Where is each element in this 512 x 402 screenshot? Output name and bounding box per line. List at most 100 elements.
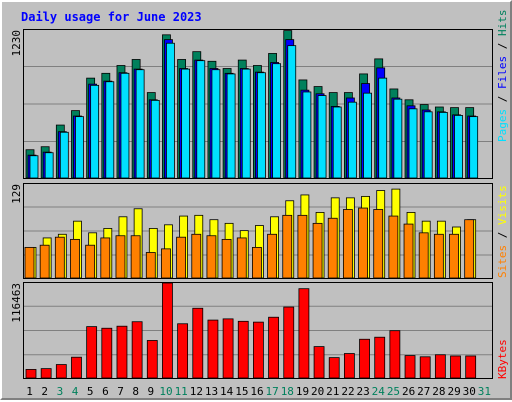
- x-tick-label: 5: [87, 385, 94, 398]
- y-max-label-kbytes: 116463: [10, 283, 23, 323]
- x-tick-label: 4: [72, 385, 79, 398]
- bar-sites-day-2: [39, 244, 50, 279]
- bar-pages-day-29: [454, 115, 463, 179]
- bar-kbytes-day-29: [450, 355, 461, 379]
- bar-kbytes-day-12: [192, 307, 204, 379]
- bar-kbytes-day-9: [146, 340, 158, 379]
- bar-kbytes-day-3: [55, 364, 67, 379]
- x-tick-label: 20: [311, 385, 324, 398]
- bar-kbytes-day-28: [434, 354, 446, 379]
- bar-sites-day-4: [70, 238, 80, 279]
- bar-kbytes-day-25: [389, 330, 401, 379]
- x-tick-label: 12: [190, 385, 203, 398]
- bar-sites-day-12: [191, 233, 202, 279]
- bar-pages-day-5: [90, 84, 100, 179]
- bar-kbytes-day-16: [253, 321, 264, 379]
- bar-kbytes-day-27: [419, 356, 431, 379]
- bar-pages-day-22: [347, 101, 357, 179]
- bar-pages-day-19: [302, 91, 312, 179]
- bar-sites-day-27: [418, 232, 429, 279]
- bar-sites-day-24: [373, 209, 384, 279]
- bar-pages-day-10: [166, 42, 175, 179]
- x-tick-label: 13: [205, 385, 218, 398]
- x-tick-label: 25: [387, 385, 400, 398]
- x-tick-label: 11: [175, 385, 188, 398]
- bar-pages-day-8: [135, 69, 145, 179]
- x-tick-label: 8: [132, 385, 139, 398]
- legend-files: Files: [496, 56, 509, 89]
- bar-kbytes-day-24: [374, 336, 386, 379]
- bar-kbytes-day-18: [283, 306, 295, 379]
- bar-sites-day-19: [297, 214, 308, 279]
- bar-pages-day-12: [196, 60, 206, 179]
- x-tick-label: 21: [326, 385, 339, 398]
- bar-sites-day-21: [327, 217, 338, 279]
- bar-pages-day-17: [272, 63, 281, 179]
- bar-pages-day-7: [120, 72, 130, 179]
- x-tick-label: 22: [341, 385, 354, 398]
- y-max-label-visits: 129: [10, 184, 23, 204]
- bar-sites-day-23: [358, 207, 368, 279]
- bar-pages-day-28: [438, 112, 448, 179]
- bar-kbytes-day-10: [162, 282, 173, 379]
- bar-kbytes-day-2: [40, 368, 52, 379]
- x-tick-label: 19: [296, 385, 309, 398]
- bar-pages-day-13: [211, 69, 221, 179]
- bar-kbytes-day-6: [101, 327, 113, 379]
- x-tick-label: 1: [26, 385, 33, 398]
- bar-sites-day-22: [342, 209, 353, 279]
- legend-kbytes: KBytes: [496, 339, 509, 379]
- x-tick-label: 30: [463, 385, 476, 398]
- bar-sites-day-15: [236, 237, 247, 279]
- bar-pages-day-30: [469, 116, 479, 179]
- bar-pages-day-6: [105, 81, 115, 179]
- x-tick-label: 2: [41, 385, 48, 398]
- bar-kbytes-day-20: [313, 346, 325, 379]
- bar-pages-day-2: [44, 152, 54, 179]
- x-tick-label: 16: [250, 385, 263, 398]
- bar-kbytes-day-4: [71, 356, 82, 379]
- bar-sites-day-7: [115, 235, 126, 279]
- bar-sites-day-1: [24, 246, 35, 279]
- bar-kbytes-day-30: [465, 355, 477, 379]
- bar-sites-day-18: [282, 214, 293, 279]
- bar-sites-day-29: [449, 233, 459, 279]
- bar-sites-day-8: [130, 235, 141, 279]
- x-tick-label: 9: [148, 385, 155, 398]
- bar-pages-day-20: [317, 95, 327, 179]
- bar-kbytes-day-23: [359, 338, 370, 379]
- legend-separator: /: [496, 36, 509, 56]
- bar-sites-day-3: [54, 236, 65, 279]
- bar-pages-day-4: [75, 116, 84, 179]
- bar-kbytes-day-22: [343, 353, 355, 379]
- x-tick-label: 10: [159, 385, 172, 398]
- bar-pages-day-9: [150, 99, 160, 179]
- x-tick-label: 15: [235, 385, 248, 398]
- bar-sites-day-20: [312, 222, 323, 279]
- x-tick-label: 14: [220, 385, 234, 398]
- x-tick-label: 3: [57, 385, 64, 398]
- bar-pages-day-18: [287, 45, 297, 179]
- x-tick-label: 28: [432, 385, 445, 398]
- bar-kbytes-day-19: [298, 288, 310, 379]
- bar-pages-day-26: [408, 108, 418, 179]
- legend-pages: Pages: [496, 109, 509, 142]
- bar-sites-day-11: [176, 236, 187, 279]
- x-tick-label: 17: [266, 385, 279, 398]
- legend-separator: /: [496, 225, 509, 245]
- bar-sites-day-10: [161, 248, 171, 279]
- x-tick-label: 26: [402, 385, 415, 398]
- bar-sites-day-28: [433, 233, 444, 279]
- bar-kbytes-day-11: [177, 323, 189, 379]
- bar-kbytes-day-15: [237, 320, 249, 379]
- plot-border-2: [23, 183, 493, 279]
- bar-kbytes-day-5: [86, 326, 98, 379]
- bar-pages-day-14: [226, 73, 236, 179]
- plot-border-3: [23, 282, 493, 379]
- bar-pages-day-15: [241, 68, 251, 179]
- bar-pages-day-16: [257, 72, 266, 179]
- bar-sites-day-13: [206, 235, 217, 279]
- bar-kbytes-day-17: [268, 316, 279, 379]
- legend-sites-visits: Sites / Visits: [496, 185, 509, 278]
